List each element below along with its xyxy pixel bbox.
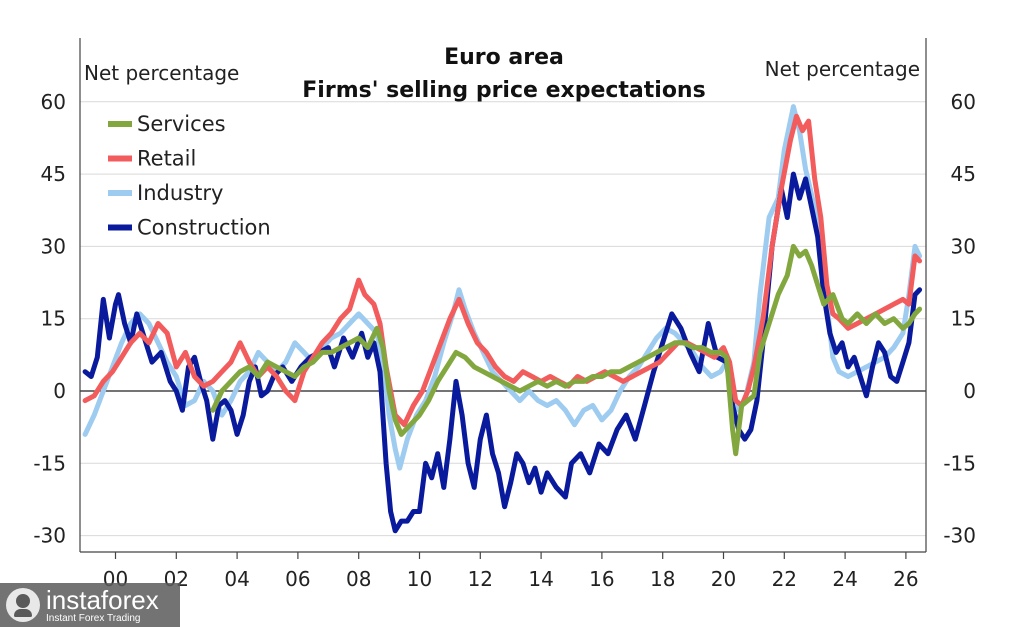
x-tick-label: 06 — [285, 567, 310, 591]
series-line-construction — [82, 171, 923, 534]
y-tick-label-right: -30 — [943, 524, 976, 548]
right-axis-unit: Net percentage — [765, 57, 920, 81]
y-tick-label-right: -15 — [943, 451, 976, 475]
chart-subtitle: Firms' selling price expectations — [302, 78, 705, 103]
x-tick-label: 10 — [407, 567, 432, 591]
y-tick-label-right: 60 — [951, 90, 976, 114]
y-tick-label-left: 15 — [41, 307, 66, 331]
y-tick-label-left: 30 — [41, 234, 66, 258]
y-tick-label-left: -15 — [33, 451, 66, 475]
legend-label-construction: Construction — [137, 216, 271, 240]
x-tick-label: 26 — [893, 567, 918, 591]
y-tick-label-left: 0 — [53, 379, 66, 403]
y-tick-label-left: 60 — [41, 90, 66, 114]
y-tick-label-right: 15 — [951, 307, 976, 331]
x-tick-label: 22 — [772, 567, 797, 591]
y-tick-label-left: -30 — [33, 524, 66, 548]
legend-label-services: Services — [137, 112, 226, 136]
y-tick-label-right: 45 — [951, 162, 976, 186]
axes — [79, 38, 927, 559]
legend: Services Retail Industry Construction — [108, 112, 271, 240]
x-tick-label: 20 — [711, 567, 736, 591]
legend-label-industry: Industry — [137, 181, 223, 205]
x-tick-label: 08 — [346, 567, 371, 591]
series-line-retail — [82, 113, 923, 428]
watermark: instaforex Instant Forex Trading — [0, 583, 180, 627]
x-tick-label: 12 — [468, 567, 493, 591]
watermark-text: instaforex Instant Forex Trading — [46, 587, 159, 624]
watermark-brand: instaforex — [46, 584, 159, 615]
left-axis-unit: Net percentage — [84, 61, 239, 85]
x-tick-label: 14 — [528, 567, 553, 591]
chart-title: Euro area — [444, 45, 564, 70]
x-tick-label: 18 — [650, 567, 675, 591]
x-tick-label: 16 — [589, 567, 614, 591]
gridlines — [80, 101, 926, 537]
y-tick-label-left: 45 — [41, 162, 66, 186]
instaforex-logo-icon — [6, 588, 40, 622]
watermark-tagline: Instant Forex Trading — [46, 612, 141, 624]
x-tick-label: 24 — [832, 567, 857, 591]
x-tick-label: 04 — [224, 567, 249, 591]
legend-label-retail: Retail — [137, 147, 196, 171]
y-tick-label-right: 0 — [963, 379, 976, 403]
y-tick-label-right: 30 — [951, 234, 976, 258]
series-lines — [82, 104, 923, 534]
series-line-services — [210, 243, 923, 457]
